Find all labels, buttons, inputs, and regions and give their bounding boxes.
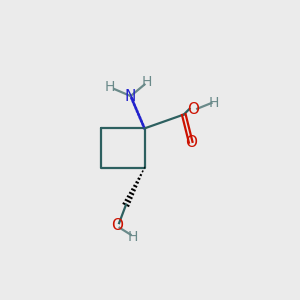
Text: O: O — [111, 218, 123, 233]
Text: O: O — [185, 135, 197, 150]
Text: H: H — [208, 96, 219, 110]
Text: O: O — [187, 102, 199, 117]
Text: H: H — [105, 80, 115, 94]
Text: H: H — [128, 230, 138, 244]
Text: H: H — [142, 75, 152, 89]
Text: N: N — [125, 88, 136, 104]
